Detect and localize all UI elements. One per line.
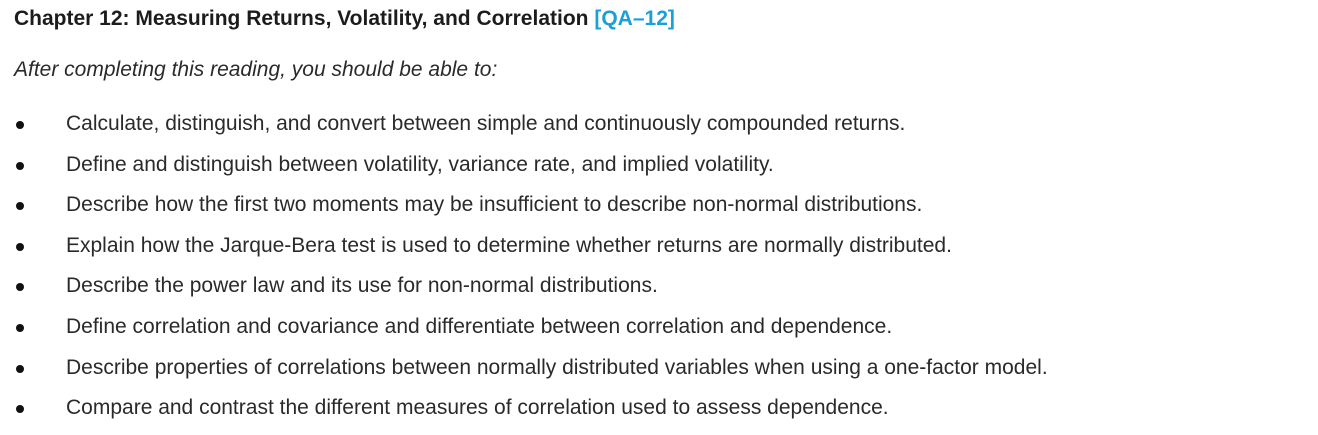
bullet-icon <box>16 202 24 211</box>
objective-text: Compare and contrast the different measu… <box>66 396 889 420</box>
bullet-icon <box>16 323 24 332</box>
objective-text: Define and distinguish between volatilit… <box>66 152 774 176</box>
chapter-title: Chapter 12: Measuring Returns, Volatilit… <box>14 7 589 30</box>
objective-text: Describe properties of correlations betw… <box>66 355 1048 379</box>
objective-text: Describe the power law and its use for n… <box>66 274 658 298</box>
bullet-icon <box>16 405 24 414</box>
chapter-heading: Chapter 12: Measuring Returns, Volatilit… <box>14 5 675 33</box>
bullet-icon <box>16 242 24 251</box>
bullet-icon <box>16 161 24 170</box>
chapter-code: [QA–12] <box>594 7 675 30</box>
bullet-icon <box>16 364 24 373</box>
bullet-icon <box>16 283 24 292</box>
bullet-icon <box>16 121 24 129</box>
objective-text: Define correlation and covariance and di… <box>66 314 893 338</box>
objective-text: Describe how the first two moments may b… <box>66 193 923 217</box>
intro-text: After completing this reading, you shoul… <box>14 58 498 81</box>
objective-text: Explain how the Jarque-Bera test is used… <box>66 233 952 257</box>
objective-text: Calculate, distinguish, and convert betw… <box>66 112 906 135</box>
